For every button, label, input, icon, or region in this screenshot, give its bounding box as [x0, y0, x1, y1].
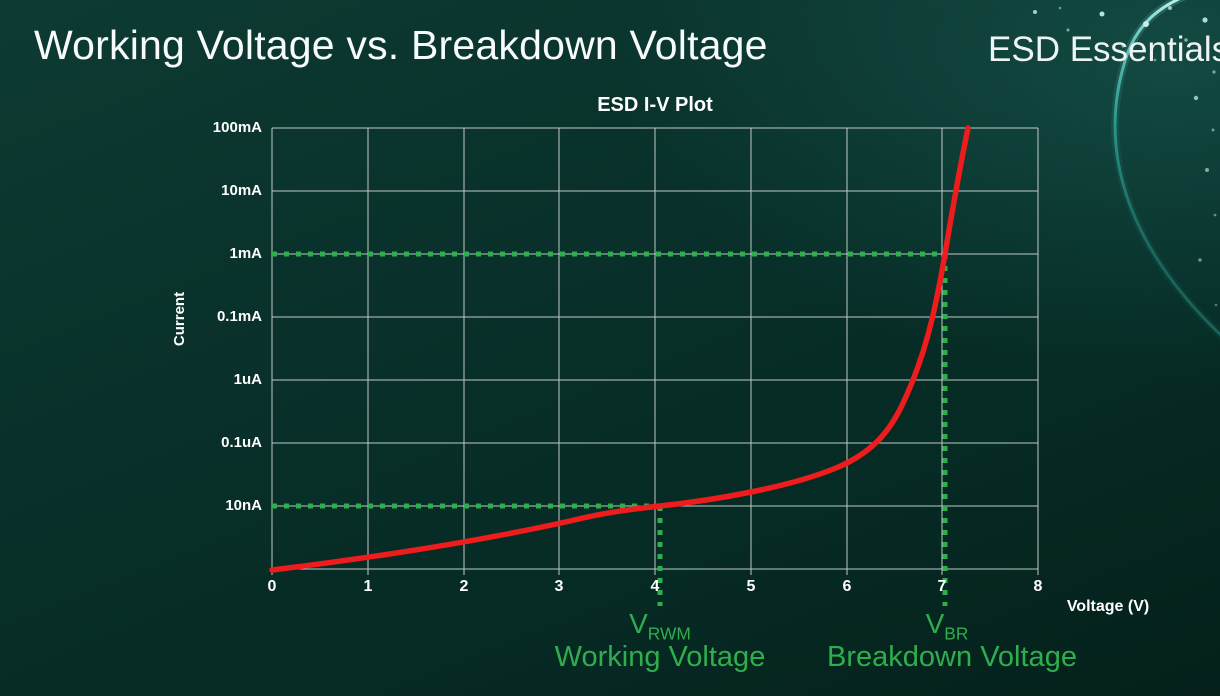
- chart-title: ESD I-V Plot: [597, 94, 713, 116]
- x-tick-label: 1: [363, 578, 373, 595]
- x-tick-label: 2: [459, 578, 469, 595]
- iv-curve: [269, 125, 971, 573]
- y-tick-label: 1mA: [229, 245, 262, 262]
- y-tick-label: 10nA: [225, 497, 262, 514]
- page-title: Working Voltage vs. Breakdown Voltage: [34, 22, 768, 68]
- y-tick-label: 10mA: [221, 182, 262, 199]
- vrwm-label: VRWM: [560, 608, 760, 645]
- x-tick-label: 5: [746, 578, 756, 595]
- x-axis-title: Voltage (V): [1066, 598, 1150, 615]
- vbr-subscript: BR: [944, 623, 969, 644]
- vrwm-caption: Working Voltage: [554, 641, 766, 673]
- y-tick-label: 1uA: [233, 371, 262, 388]
- vrwm-symbol: V: [629, 608, 648, 639]
- vbr-caption: Breakdown Voltage: [827, 641, 1077, 673]
- y-tick-label: 0.1mA: [216, 308, 262, 325]
- y-tick-label: 100mA: [212, 119, 262, 136]
- x-tick-label: 8: [1033, 578, 1043, 595]
- vbr-symbol: V: [925, 608, 945, 639]
- x-tick-label: 4: [650, 578, 660, 595]
- x-tick-label: 3: [554, 578, 564, 595]
- x-tick-label: 6: [842, 578, 852, 595]
- y-axis-title: Current: [171, 291, 188, 347]
- decorative-swoosh: [1111, 0, 1220, 340]
- glow-dots: [1033, 6, 1218, 307]
- brand-logo: ESD Essentials: [988, 30, 1220, 69]
- vbr-label: VBR: [847, 608, 1047, 645]
- gridlines: [271, 127, 1039, 575]
- vrwm-subscript: RWM: [647, 623, 691, 644]
- x-tick-label: 7: [937, 578, 947, 595]
- y-tick-label: 0.1uA: [221, 434, 262, 451]
- x-tick-label: 0: [267, 578, 277, 595]
